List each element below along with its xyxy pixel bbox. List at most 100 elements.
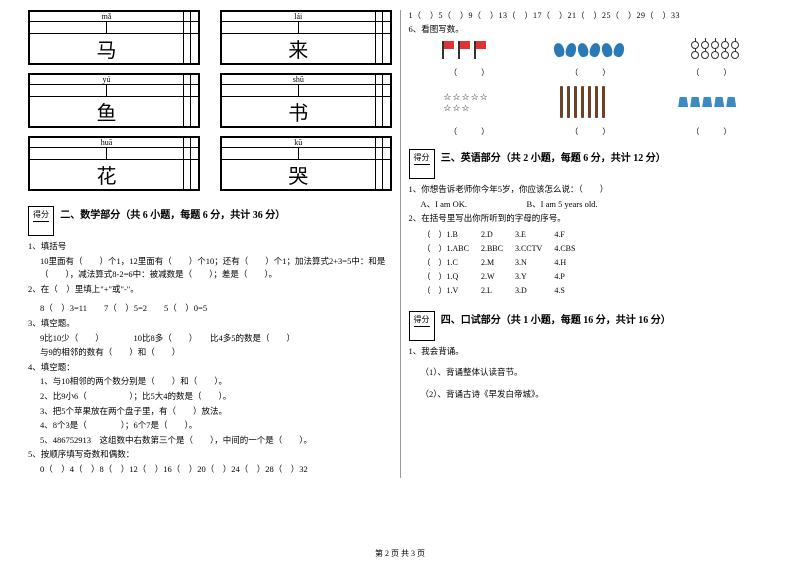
flag-icon xyxy=(458,41,472,59)
s3q2: 2、在括号里写出你所听到的字母的序号。 xyxy=(409,212,773,226)
option-row: （ ）1.B2.D3.E4.F xyxy=(423,229,586,241)
option-cell: （ ）1.C xyxy=(423,257,479,269)
section4-content: 1、我会背诵。 （1）、背诵整体认读音节。 （2）、背诵古诗《早发白帝城》。 xyxy=(409,345,773,402)
butterfly-icon xyxy=(554,42,576,58)
char-box: kū哭 xyxy=(220,136,392,191)
q2: 2、在（ ）里填上"+"或"-"。 xyxy=(28,283,392,297)
option-row: （ ）1.ABC2.BBC3.CCTV4.CBS xyxy=(423,243,586,255)
q3: 3、填空题。 xyxy=(28,317,392,331)
page-footer: 第 2 页 共 3 页 xyxy=(0,548,800,559)
stick-icon xyxy=(574,86,577,118)
option-cell: 4.H xyxy=(554,257,585,269)
butterfly-icon xyxy=(578,42,600,58)
q1: 1、填括号 xyxy=(28,240,392,254)
char-box: lái来 xyxy=(220,10,392,65)
paren-1: （ ） xyxy=(449,67,489,78)
stick-icon xyxy=(595,86,598,118)
option-cell: 2.BBC xyxy=(481,243,513,255)
bucket-icon xyxy=(702,97,712,107)
score-box-4: 得分 xyxy=(409,311,435,341)
option-cell: 4.CBS xyxy=(554,243,585,255)
stick-icon xyxy=(602,86,605,118)
butterfly-icon xyxy=(602,42,624,58)
option-cell: 4.F xyxy=(554,229,585,241)
option-cell: （ ）1.Q xyxy=(423,271,479,283)
cherry-icon xyxy=(691,51,699,59)
section2-content: 1、填括号 10里面有（ ）个1，12里面有（ ）个10；还有（ ）个1；加法算… xyxy=(28,240,392,477)
image-row-2: ☆☆☆☆☆ ☆☆☆ xyxy=(409,86,773,120)
s3q1a: A、I am OK. B、I am 5 years old. xyxy=(409,198,773,212)
q4c: 3、把5个苹果放在两个盘子里，有（ ）放法。 xyxy=(28,405,392,419)
bucket-icon xyxy=(726,97,736,107)
option-cell: 3.D xyxy=(515,285,552,297)
s3q1: 1、你想告诉老师你今年5岁，你应该怎么说：（ ） xyxy=(409,183,773,197)
q1a: 10里面有（ ）个1，12里面有（ ）个10；还有（ ）个1；加法算式2+3=5… xyxy=(28,255,392,282)
option-cell: （ ）1.B xyxy=(423,229,479,241)
option-cell: 2.W xyxy=(481,271,513,283)
score-box: 得分 xyxy=(28,206,54,236)
char-box: shū书 xyxy=(220,73,392,128)
paren-6: （ ） xyxy=(691,126,731,137)
option-cell: 3.CCTV xyxy=(515,243,552,255)
q4: 4、填空题： xyxy=(28,361,392,375)
option-row: （ ）1.Q2.W3.Y4.P xyxy=(423,271,586,283)
paren-5: （ ） xyxy=(570,126,610,137)
cherry-icon xyxy=(721,51,729,59)
q4b: 2、比9小6（ ）；比5大4的数是（ ）。 xyxy=(28,390,392,404)
q4e: 5、486752913 这组数中右数第三个是（ ），中间的一个是（ ）。 xyxy=(28,434,392,448)
stars-group: ☆☆☆☆☆ ☆☆☆ xyxy=(443,92,488,114)
q5: 5、按顺序填写奇数和偶数： xyxy=(28,448,392,462)
s4q1a: （1）、背诵整体认读音节。 xyxy=(409,366,773,380)
option-cell: 4.P xyxy=(554,271,585,283)
section4-title: 四、口试部分（共 1 小题，每题 16 分，共计 16 分） xyxy=(441,315,671,326)
q5a: 0（ ）4（ ）8（ ）12（ ）16（ ）20（ ）24（ ）28（ ）32 xyxy=(28,463,392,477)
char-box: huā花 xyxy=(28,136,200,191)
option-cell: （ ）1.ABC xyxy=(423,243,479,255)
section3-title: 三、英语部分（共 2 小题，每题 6 分，共计 12 分） xyxy=(441,153,666,164)
flag-icon xyxy=(474,41,488,59)
stick-icon xyxy=(581,86,584,118)
score-box-3: 得分 xyxy=(409,149,435,179)
char-box: yú鱼 xyxy=(28,73,200,128)
option-row: （ ）1.C2.M3.N4.H xyxy=(423,257,586,269)
character-practice-grid: mǎ马 lái来 yú鱼 shū书 huā花 kū哭 xyxy=(28,10,392,191)
option-row: （ ）1.V2.L3.D4.S xyxy=(423,285,586,297)
star-row2: ☆☆☆ xyxy=(443,103,488,114)
bucket-icon xyxy=(690,97,700,107)
paren-2: （ ） xyxy=(570,67,610,78)
s4q1: 1、我会背诵。 xyxy=(409,345,773,359)
stick-icon xyxy=(567,86,570,118)
q3b: 与9的相邻的数有（ ）和（ ） xyxy=(28,346,392,360)
sequence-line: 1（ ）5（ ）9（ ）13（ ）17（ ）21（ ）25（ ）29（ ）33 xyxy=(409,10,773,21)
cherries-group xyxy=(690,41,740,61)
star-row1: ☆☆☆☆☆ xyxy=(443,92,488,103)
flags-group xyxy=(441,41,489,61)
option-cell: 4.S xyxy=(554,285,585,297)
option-cell: 2.M xyxy=(481,257,513,269)
cherry-icon xyxy=(701,51,709,59)
image-row-1 xyxy=(409,41,773,61)
stick-icon xyxy=(560,86,563,118)
q4d: 4、8个3是（ ）；6个7是（ ）。 xyxy=(28,419,392,433)
sticks-group xyxy=(558,86,607,120)
q3a: 9比10少（ ） 10比8多（ ） 比4多5的数是（ ） xyxy=(28,332,392,346)
s4q1b: （2）、背诵古诗《早发白帝城》。 xyxy=(409,388,773,402)
paren-4: （ ） xyxy=(449,126,489,137)
bucket-icon xyxy=(678,97,688,107)
option-cell: 2.L xyxy=(481,285,513,297)
stick-icon xyxy=(588,86,591,118)
section3-content: 1、你想告诉老师你今年5岁，你应该怎么说：（ ） A、I am OK. B、I … xyxy=(409,183,773,299)
options-table: （ ）1.B2.D3.E4.F（ ）1.ABC2.BBC3.CCTV4.CBS（… xyxy=(409,227,588,299)
option-cell: 3.N xyxy=(515,257,552,269)
char-box: mǎ马 xyxy=(28,10,200,65)
option-cell: 3.Y xyxy=(515,271,552,283)
flag-icon xyxy=(442,41,456,59)
bucket-icon xyxy=(714,97,724,107)
q4a: 1、与10相邻的两个数分别是（ ）和（ ）。 xyxy=(28,375,392,389)
paren-3: （ ） xyxy=(691,67,731,78)
option-cell: 3.E xyxy=(515,229,552,241)
option-cell: 2.D xyxy=(481,229,513,241)
q2a: 8（ ）3=11 7（ ）5=2 5（ ）0=5 xyxy=(28,302,392,316)
section2-title: 二、数学部分（共 6 小题，每题 6 分，共计 36 分） xyxy=(60,210,285,221)
buckets-group xyxy=(677,97,737,109)
